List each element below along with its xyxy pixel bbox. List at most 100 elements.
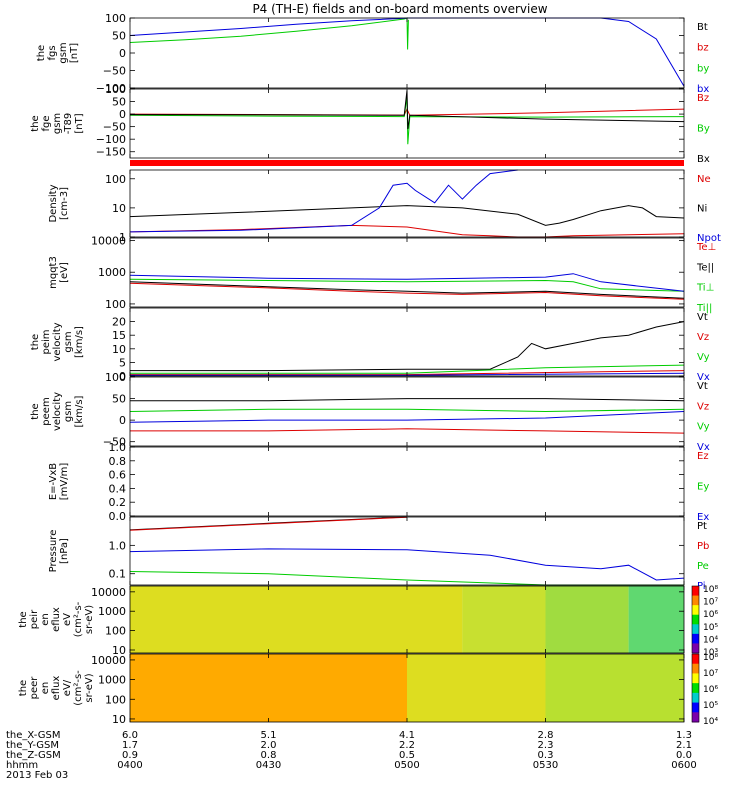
y-tick-label: −100 (96, 133, 126, 146)
colorbar-segment (692, 673, 699, 684)
y-axis-label: eV (62, 613, 73, 626)
panel-fgs: 100 50 0 −50 −100 the fgs gsm [nT] Bt bz by bx (36, 12, 709, 95)
y-tick-label: 1 (119, 231, 126, 244)
y-tick-label: 10 (112, 202, 126, 215)
heatmap-band (130, 654, 407, 722)
legend-entry: Ne (697, 174, 711, 185)
heatmap-band (545, 586, 629, 653)
y-axis-label: (cm²-s- (73, 601, 84, 637)
colorbar-segment (692, 702, 699, 713)
legend-entry: Vx (697, 372, 710, 383)
colorbar-tick-label: 10⁵ (703, 623, 718, 633)
y-tick-label: 0.6 (109, 469, 127, 482)
footer-value: 1.3 (676, 730, 692, 741)
colorbar-tick-label: 10⁶ (703, 685, 718, 695)
panel-peem: 100 50 0 −50 the peem velocity gsm [km/s] Vt Vz Vy V… (30, 371, 710, 453)
panel-frame (129, 376, 685, 447)
footer-value: 0430 (256, 760, 281, 771)
y-axis-label: the (30, 334, 41, 350)
y-axis-label: [nT] (69, 43, 80, 63)
series-line-ni (129, 205, 685, 226)
y-axis-label: [nPa] (59, 538, 70, 564)
y-axis-label: the (30, 403, 41, 419)
footer-value: 0.9 (122, 750, 138, 761)
legend-entry: Vz (697, 332, 709, 343)
y-tick-label: 0 (119, 370, 126, 383)
footer-row-label: the_Y-GSM (6, 740, 59, 751)
footer-value: 4.1 (399, 730, 415, 741)
y-tick-label: 100 (105, 298, 126, 311)
series-line-npot (129, 169, 518, 233)
footer-value: 2.3 (538, 740, 554, 751)
series-line-vt (130, 398, 685, 402)
legend-entry: Vy (697, 352, 710, 363)
colorbar-segment (692, 586, 699, 597)
colorbar-segment (692, 683, 699, 694)
y-tick-label: 0.1 (109, 568, 127, 581)
y-axis-label: [mV/m] (59, 463, 70, 501)
y-tick-label: 0.0 (109, 510, 127, 523)
quality-flag-bar (130, 160, 684, 166)
footer-value: 2.1 (676, 740, 692, 751)
panel-frame (129, 446, 685, 517)
y-axis-label: eflux (51, 676, 62, 701)
y-axis-label: peer (29, 676, 40, 700)
y-tick-label: 100 (105, 625, 126, 638)
y-axis-label: gsm (58, 42, 69, 63)
y-tick-label: 10 (112, 644, 126, 657)
y-tick-label: 0.4 (109, 482, 127, 495)
y-axis-label: (cm²-s- (73, 670, 84, 706)
y-tick-label: 100 (105, 83, 126, 96)
legend-entry: Vz (697, 401, 709, 412)
legend-entry: bz (697, 43, 709, 54)
footer-value: 2.0 (261, 740, 277, 751)
y-axis-label: mqqt3 (48, 256, 59, 289)
colorbar-tick-label: 10⁵ (703, 701, 718, 711)
colorbar-segment (692, 624, 699, 635)
series-line-ti|| (129, 273, 685, 292)
legend-entry: Ni (697, 204, 707, 215)
colorbar-frame (691, 653, 700, 723)
y-tick-label: 0 (119, 414, 126, 427)
y-axis-label: -T89 (63, 113, 74, 135)
panel-efield: 1.00.80.60.40.20.0 E=-VxB [mV/m] Ez Ey Ex (48, 441, 709, 523)
colorbar-segment (692, 654, 699, 665)
y-axis-label: [km/s] (74, 326, 85, 358)
colorbar-segment (692, 643, 699, 654)
series-line-vz (130, 428, 685, 434)
y-tick-label: 10 (112, 343, 126, 356)
panel-pressure: 1.0 0.1 Pressure [nPa] Pt Pb Pe Pi (48, 516, 709, 592)
series-line-pi (129, 548, 685, 581)
heatmap-band (628, 586, 684, 653)
y-tick-label: 10000 (91, 235, 126, 248)
y-axis-label: the (36, 45, 47, 61)
legend-entry: Bx (697, 154, 710, 165)
y-tick-label: −50 (103, 121, 126, 134)
heatmap-band (545, 654, 684, 722)
colorbar-segment (692, 614, 699, 625)
y-tick-label: 50 (112, 30, 126, 43)
y-tick-label: 1000 (98, 605, 126, 618)
series-line-te|| (129, 281, 685, 299)
y-axis-label: peir (29, 609, 40, 629)
y-tick-label: 20 (112, 316, 126, 329)
colorbar-tick-label: 10⁶ (703, 610, 718, 620)
y-axis-label: [cm-3] (59, 187, 70, 220)
y-axis-label: Density (48, 184, 59, 222)
series-line-bx (129, 90, 685, 130)
y-tick-label: 100 (105, 693, 126, 706)
legend-entry: Ex (697, 512, 709, 523)
y-tick-label: −50 (103, 65, 126, 78)
panel-peer: 10⁸ 10⁷ 10⁶ 10⁵ 10⁴ 10000 1000 100 10 the peer en ef… (18, 653, 718, 727)
y-axis-label: gsm (63, 331, 74, 352)
y-axis-label: the (30, 115, 41, 131)
panel-frame (129, 237, 685, 308)
legend-entry: Bz (697, 93, 709, 104)
series-line-te⊥ (129, 282, 685, 300)
y-axis-label: eV/ (62, 679, 73, 696)
footer-value: 0.8 (261, 750, 277, 761)
y-tick-label: 100 (105, 12, 126, 25)
legend-entry: By (697, 124, 710, 135)
